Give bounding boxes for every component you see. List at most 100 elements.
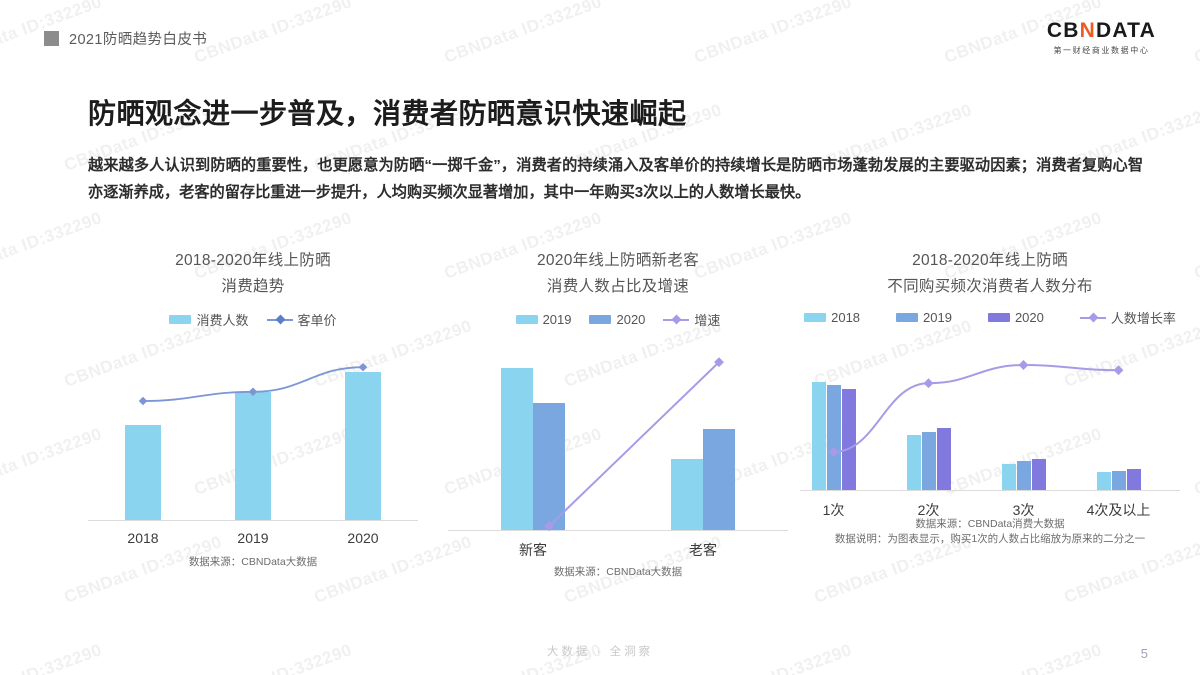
bar	[921, 431, 936, 490]
chart3-note: 数据说明：为图表显示，购买1次的人数占比缩放为原来的二分之一	[834, 533, 1146, 545]
legend-swatch-2019	[515, 315, 538, 324]
x-axis-label: 2018	[127, 530, 159, 546]
x-axis-label: 4次及以上	[1086, 502, 1151, 518]
x-axis-label: 老客	[689, 542, 717, 558]
legend-label: 人数增长率	[1110, 311, 1176, 326]
chart-panel-1: 2018-2020年线上防晒 消费趋势 消费人数 客单价 2018 2019 202…	[88, 248, 418, 570]
bar	[1016, 461, 1031, 490]
cbndata-logo: CBNDATA 第一财经商业数据中心	[1047, 20, 1156, 56]
chart3-source: 数据来源：CBNData消费大数据	[915, 518, 1065, 530]
legend-swatch-bar	[169, 315, 192, 324]
chart2-source: 数据来源：CBNData大数据	[553, 566, 683, 578]
line-marker	[248, 387, 258, 397]
chart3-legend-item-2018: 2018	[804, 310, 860, 325]
footer-tagline: 大数据 · 全洞察	[546, 646, 654, 658]
chart2-legend-item-line: 增速	[663, 310, 720, 329]
chart2-title-line2: 消费人数占比及增速	[546, 278, 690, 295]
bar	[841, 388, 856, 490]
legend-label: 2019	[542, 312, 572, 327]
x-axis-label: 1次	[822, 502, 845, 518]
line-marker	[1113, 365, 1124, 376]
legend-label: 客单价	[297, 313, 337, 328]
bar	[811, 382, 826, 490]
legend-label: 2019	[923, 310, 952, 325]
chart2-title: 2020年线上防晒新老客 消费人数占比及增速	[448, 248, 788, 300]
x-axis-label: 2次	[917, 502, 940, 518]
chart2-legend-item-2020: 2020	[589, 312, 645, 327]
bar	[703, 429, 735, 530]
line-marker	[138, 396, 148, 406]
bar	[1126, 469, 1141, 490]
legend-label: 2020	[1014, 310, 1044, 325]
bar	[906, 435, 921, 490]
chart2-title-line1: 2020年线上防晒新老客	[536, 252, 700, 269]
legend-label: 消费人数	[196, 313, 249, 328]
chart2-legend-item-2019: 2019	[515, 312, 572, 327]
x-axis-label: 2020	[347, 530, 379, 546]
chart3-legend-item-line: 人数增长率	[1079, 308, 1176, 327]
header-square-icon	[44, 31, 59, 46]
chart3-title-line1: 2018-2020年线上防晒	[912, 252, 1068, 269]
line-marker	[1018, 360, 1029, 370]
legend-label: 2018	[831, 310, 861, 325]
chart1-title-line2: 消费趋势	[221, 278, 285, 295]
chart-panel-3: 2018-2020年线上防晒 不同购买频次消费者人数分布 2018 2019 2…	[800, 248, 1180, 547]
bar	[501, 367, 533, 530]
x-axis-label: 3次	[1012, 502, 1035, 518]
chart1-title: 2018-2020年线上防晒 消费趋势	[88, 248, 418, 300]
page-number: 5	[1140, 646, 1148, 661]
line-series	[828, 360, 1124, 457]
bar	[826, 384, 841, 490]
page-title: 防晒观念进一步普及，消费者防晒意识快速崛起	[88, 98, 687, 129]
logo-subtitle: 第一财经商业数据中心	[1053, 46, 1150, 55]
legend-swatch-2020	[987, 313, 1010, 322]
chart1-title-line1: 2018-2020年线上防晒	[175, 252, 331, 269]
bar	[936, 427, 951, 490]
doc-header: 2021防晒趋势白皮书	[44, 28, 207, 49]
line-marker	[923, 378, 934, 389]
line-series	[138, 362, 368, 406]
line-path	[832, 364, 1120, 454]
bar	[235, 392, 271, 520]
legend-line-icon	[1079, 312, 1106, 323]
chart1-legend-item-bar: 消费人数	[169, 310, 249, 329]
x-axis-line	[88, 520, 418, 521]
line-marker	[544, 521, 554, 532]
chart2-plot: 新客 老客	[448, 341, 788, 558]
chart1-plot: 2018 2019 2020	[88, 341, 418, 546]
bar	[1111, 470, 1126, 490]
chart1-source: 数据来源：CBNData大数据	[188, 556, 318, 568]
chart2-legend: 2019 2020 增速	[448, 310, 788, 329]
bar	[125, 424, 161, 520]
chart3-plot: 1次 2次 3次 4次及以上	[800, 339, 1180, 518]
line-series	[544, 357, 724, 532]
page-lede: 越来越多人认识到防晒的重要性，也更愿意为防晒“一掷千金”，消费者的持续涌入及客单…	[88, 157, 1143, 201]
legend-swatch-2019	[896, 313, 919, 322]
legend-label: 增速	[694, 313, 721, 328]
chart-panel-2: 2020年线上防晒新老客 消费人数占比及增速 2019 2020 增速 新客 老客…	[448, 248, 788, 580]
watermark-text: CBNData ID:332290	[691, 0, 855, 67]
bar	[1001, 464, 1016, 490]
legend-swatch-2018	[804, 313, 827, 322]
chart3-legend-item-2019: 2019	[896, 310, 952, 325]
legend-line-icon	[663, 314, 690, 325]
bar	[1096, 471, 1111, 490]
logo-accent-letter: N	[1079, 19, 1096, 42]
chart1-legend: 消费人数 客单价	[88, 310, 418, 329]
legend-line-icon	[266, 314, 293, 325]
charts-row: 2018-2020年线上防晒 消费趋势 消费人数 客单价 2018 2019 202…	[0, 248, 1200, 648]
bar	[345, 372, 381, 520]
chart3-source-block: 数据来源：CBNData消费大数据 数据说明：为图表显示，购买1次的人数占比缩放…	[800, 517, 1180, 547]
watermark-text: CBNData ID:332290	[191, 0, 355, 67]
chart3-title: 2018-2020年线上防晒 不同购买频次消费者人数分布	[800, 248, 1180, 300]
x-axis-label: 新客	[519, 542, 547, 558]
chart1-legend-item-line: 客单价	[266, 310, 337, 329]
bar	[671, 458, 703, 530]
chart3-legend-item-2020: 2020	[987, 310, 1044, 325]
x-axis-label: 2019	[237, 530, 269, 546]
legend-label: 2020	[616, 312, 646, 327]
line-marker	[358, 362, 368, 372]
document-label: 2021防晒趋势白皮书	[69, 32, 208, 48]
logo-wordmark: CBNDATA	[1046, 19, 1156, 42]
